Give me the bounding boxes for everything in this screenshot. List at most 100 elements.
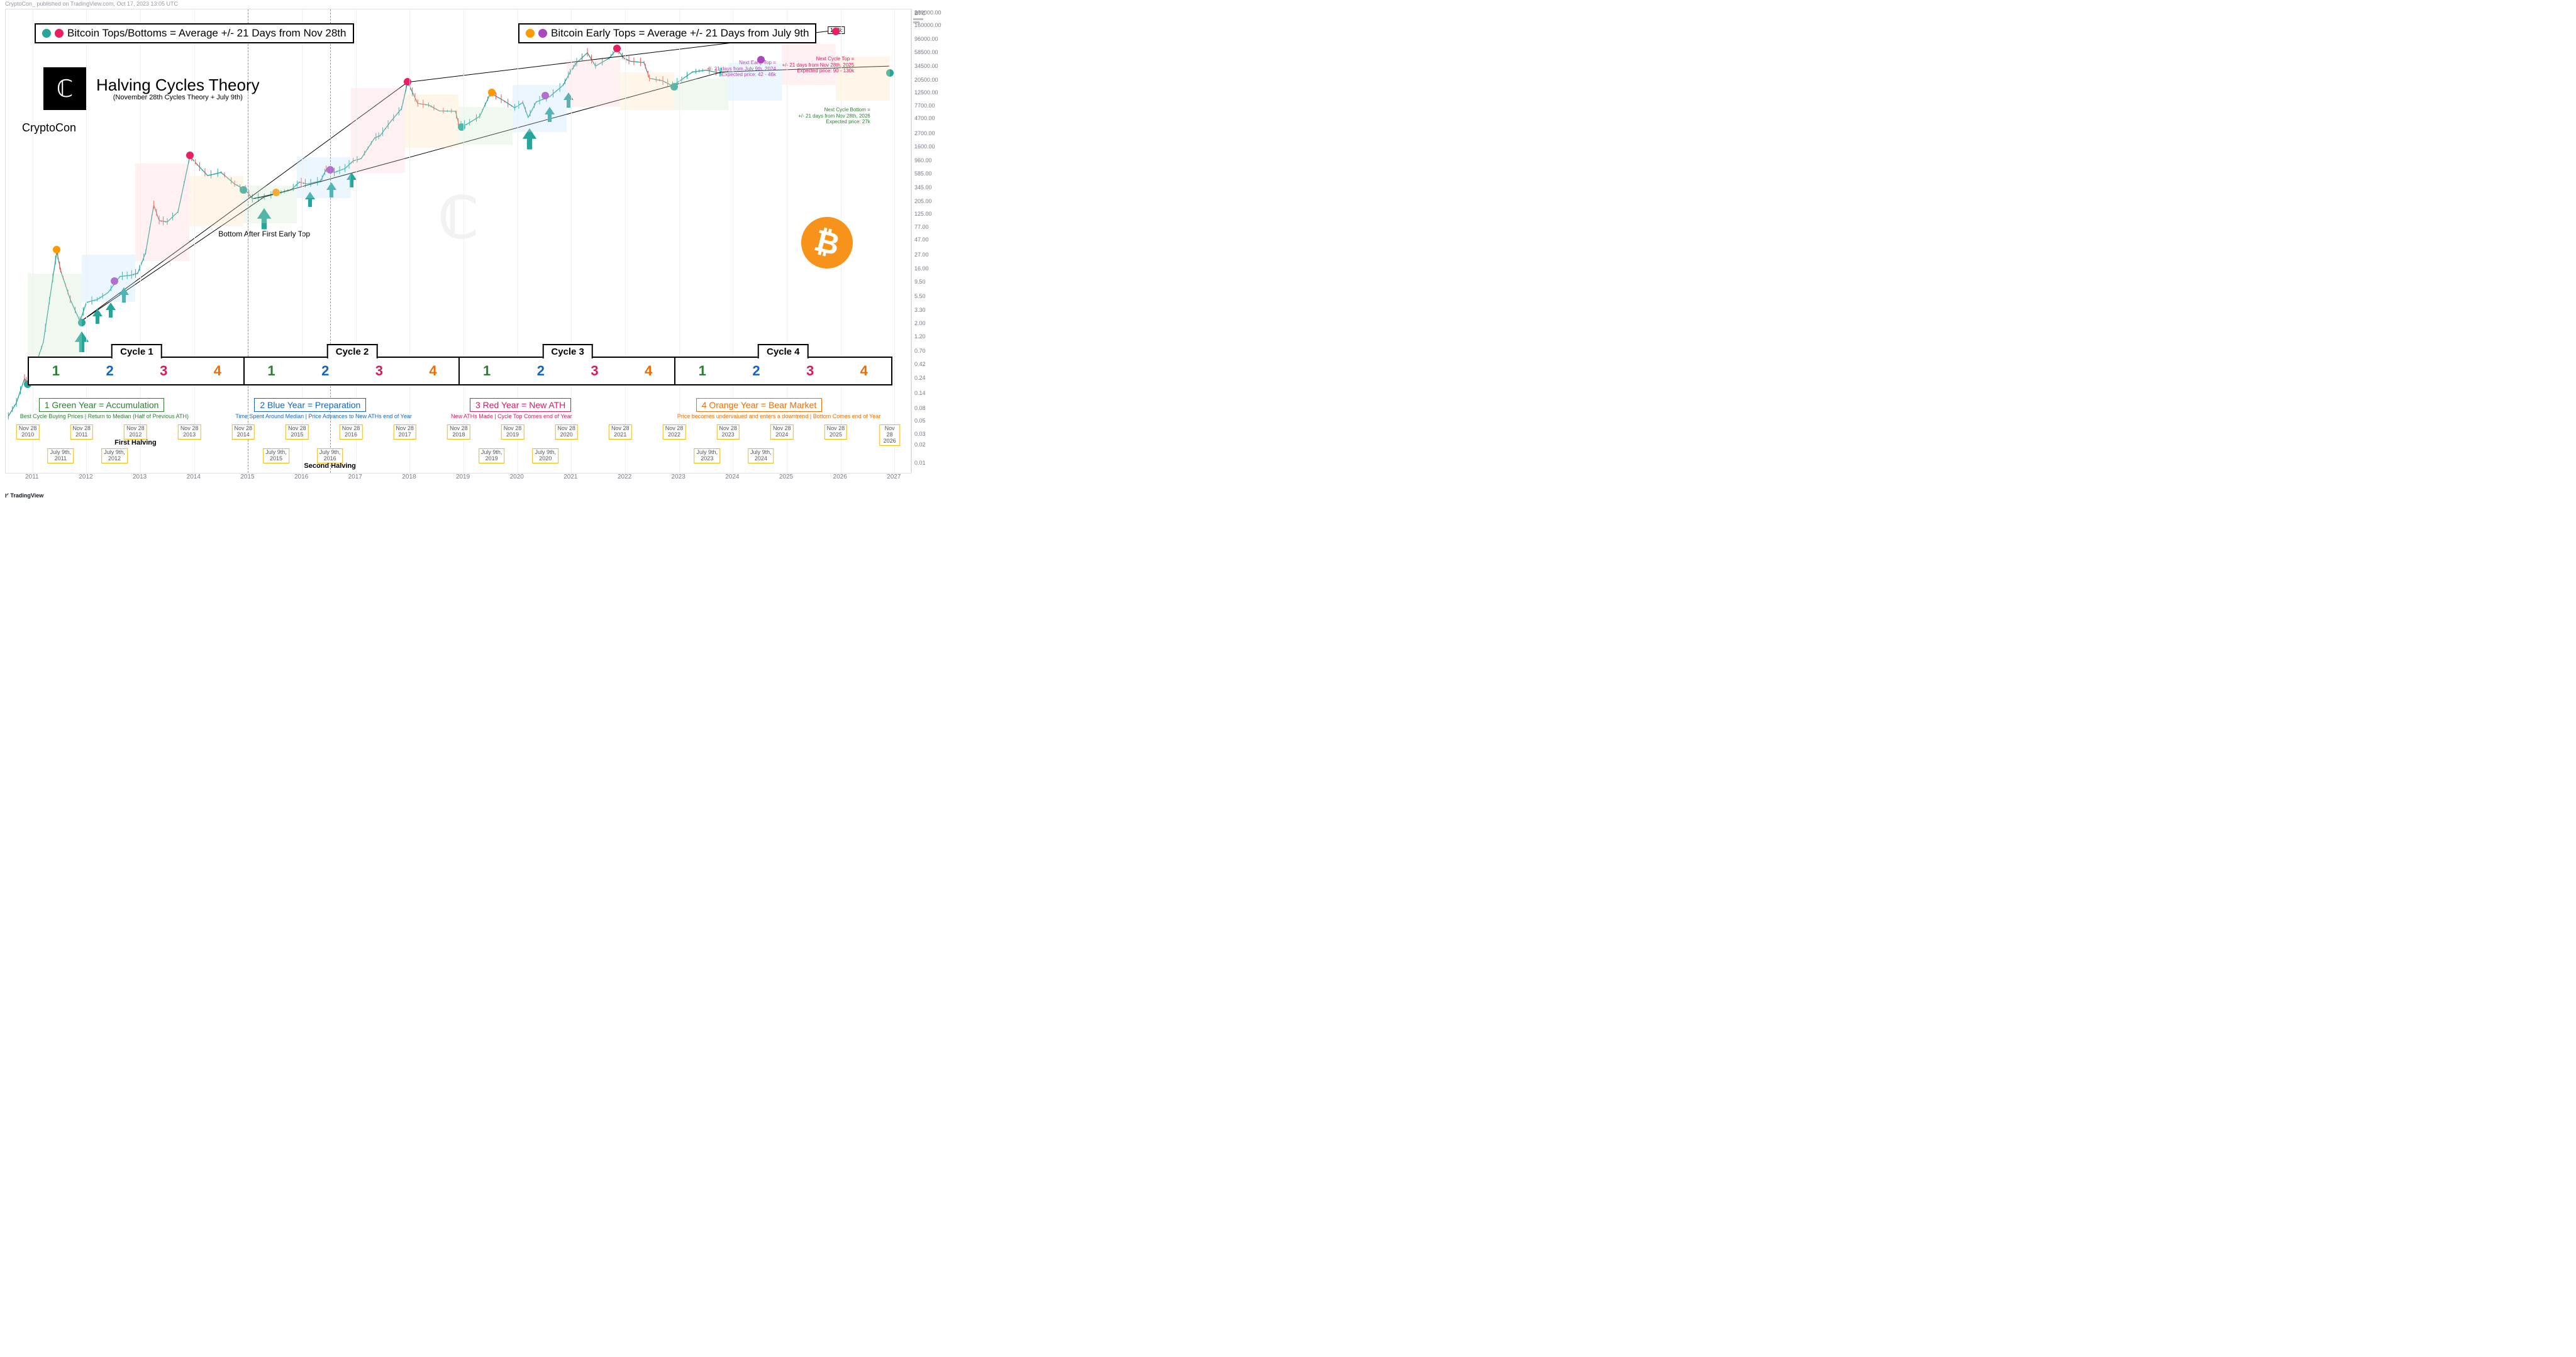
tradingview-logo-icon: ᎒ᐟ <box>5 492 9 499</box>
cycle-marker <box>832 28 840 35</box>
nov-date-tag: Nov 282026 <box>879 424 900 446</box>
y-tick-label: 58500.00 <box>914 49 938 55</box>
x-tick-label: 2017 <box>348 474 362 480</box>
author-logo: ℂ <box>43 67 86 110</box>
nov-date-tag: Nov 282011 <box>70 424 94 440</box>
x-tick-label: 2013 <box>133 474 147 480</box>
cycle-year-number: 2 <box>752 363 760 379</box>
y-tick-label: 0.14 <box>914 390 926 396</box>
y-tick-label: 960.00 <box>914 157 932 163</box>
x-tick-label: 2023 <box>672 474 686 480</box>
year-description-sub: Price becomes undervalued and enters a d… <box>677 413 881 419</box>
chart-title: Halving Cycles Theory <box>96 76 260 94</box>
cycle-year-zone <box>135 163 189 261</box>
tradingview-label: TradingView <box>10 492 43 499</box>
y-tick-label: 77.00 <box>914 224 929 230</box>
y-tick-label: 0.02 <box>914 441 926 448</box>
x-tick-label: 2022 <box>618 474 631 480</box>
prediction-callout: Next Cycle Top =+/- 21 days from Nov 28t… <box>766 56 854 74</box>
x-tick-label: 2024 <box>725 474 739 480</box>
bitcoin-glyph: ₿ <box>811 223 843 263</box>
nov-date-tag: Nov 282010 <box>16 424 40 440</box>
cycle-year-number: 1 <box>52 363 60 379</box>
legend2-dot-purple <box>538 29 547 38</box>
nov-date-tag: Nov 282017 <box>393 424 416 440</box>
nov-date-tag: Nov 282018 <box>447 424 470 440</box>
cycle-band: Cycle 31234 <box>458 357 677 385</box>
nov-date-tag: Nov 282013 <box>178 424 201 440</box>
cycle-year-zone <box>620 72 674 110</box>
legend1-text: Bitcoin Tops/Bottoms = Average +/- 21 Da… <box>67 27 347 40</box>
chart-area[interactable]: ℂ 138kBottom After First Early Top Cycle… <box>5 9 911 474</box>
jul-date-tag: July 9th,2012 <box>101 448 128 463</box>
cycle-year-number: 4 <box>860 363 868 379</box>
x-tick-label: 2011 <box>25 474 39 480</box>
y-tick-label: 2.00 <box>914 320 926 326</box>
year-description-box: 4 Orange Year = Bear Market <box>696 398 823 412</box>
x-tick-label: 2020 <box>510 474 524 480</box>
x-axis: 2011201220132014201520162017201820192020… <box>5 472 910 484</box>
y-tick-label: 12500.00 <box>914 89 938 96</box>
cycle-year-number: 3 <box>806 363 814 379</box>
nov-date-tag: Nov 282014 <box>231 424 255 440</box>
bitcoin-icon: ₿ <box>796 211 858 274</box>
legend1-dot-pink <box>55 29 64 38</box>
legend1-dot-green <box>42 29 51 38</box>
title-text: Halving Cycles Theory (November 28th Cyc… <box>96 76 260 102</box>
y-tick-label: 20500.00 <box>914 77 938 83</box>
halving-label: First Halving <box>114 439 157 446</box>
y-tick-label: 0.01 <box>914 460 926 466</box>
x-tick-label: 2015 <box>240 474 254 480</box>
cycle-year-zone <box>458 107 513 145</box>
grid-line <box>409 9 410 473</box>
cycle-marker <box>53 246 60 253</box>
title-block: ℂ Halving Cycles Theory (November 28th C… <box>43 67 260 110</box>
y-tick-label: 260000.00 <box>914 9 941 16</box>
x-tick-label: 2026 <box>833 474 847 480</box>
cycle-band: Cycle 11234 <box>28 357 246 385</box>
x-tick-label: 2025 <box>779 474 793 480</box>
y-tick-label: 1.20 <box>914 333 926 340</box>
y-tick-label: 5.50 <box>914 293 926 299</box>
legend2-dot-orange <box>526 29 535 38</box>
cycle-year-number: 4 <box>645 363 652 379</box>
prediction-callout: Next Cycle Bottom =+/- 21 days from Nov … <box>782 107 870 125</box>
halving-label: Second Halving <box>304 462 356 470</box>
jul-date-tag: July 9th,2019 <box>479 448 505 463</box>
cycle-year-zone <box>189 176 243 226</box>
year-description-sub: Best Cycle Buying Prices | Return to Med… <box>20 413 189 419</box>
jul-date-tag: July 9th,2015 <box>263 448 289 463</box>
x-tick-label: 2016 <box>294 474 308 480</box>
cycle-year-number: 4 <box>214 363 221 379</box>
nov-date-tag: Nov 282015 <box>286 424 309 440</box>
cycle-year-zone <box>351 88 405 173</box>
cycle-label: Cycle 3 <box>542 344 593 358</box>
year-description-box: 1 Green Year = Accumulation <box>39 398 165 412</box>
legend2-text: Bitcoin Early Tops = Average +/- 21 Days… <box>551 27 809 40</box>
cycle-label: Cycle 4 <box>758 344 809 358</box>
legend-early-tops: Bitcoin Early Tops = Average +/- 21 Days… <box>518 23 816 43</box>
y-tick-label: 2700.00 <box>914 130 935 136</box>
bottom-annotation: Bottom After First Early Top <box>218 230 310 238</box>
cycle-label: Cycle 1 <box>111 344 162 358</box>
nov-date-tag: Nov 282020 <box>555 424 578 440</box>
cycle-band: Cycle 41234 <box>674 357 892 385</box>
cycle-year-zone <box>513 85 567 132</box>
jul-date-tag: July 9th,2024 <box>748 448 774 463</box>
y-tick-label: 0.08 <box>914 405 926 411</box>
cycle-year-zone <box>297 157 351 198</box>
x-tick-label: 2018 <box>402 474 416 480</box>
nov-date-tag: Nov 282022 <box>663 424 686 440</box>
nov-date-tag: Nov 282024 <box>770 424 794 440</box>
cycle-year-number: 2 <box>321 363 329 379</box>
cycle-year-number: 1 <box>483 363 491 379</box>
cycle-band: Cycle 21234 <box>243 357 462 385</box>
y-tick-label: 96000.00 <box>914 36 938 42</box>
year-description-box: 3 Red Year = New ATH <box>470 398 571 412</box>
cycle-year-zone <box>674 79 728 110</box>
chart-subtitle: (November 28th Cycles Theory + July 9th) <box>96 94 260 101</box>
cycle-year-number: 2 <box>537 363 545 379</box>
cycle-year-number: 4 <box>429 363 436 379</box>
cycle-year-number: 3 <box>591 363 598 379</box>
x-tick-label: 2027 <box>887 474 901 480</box>
